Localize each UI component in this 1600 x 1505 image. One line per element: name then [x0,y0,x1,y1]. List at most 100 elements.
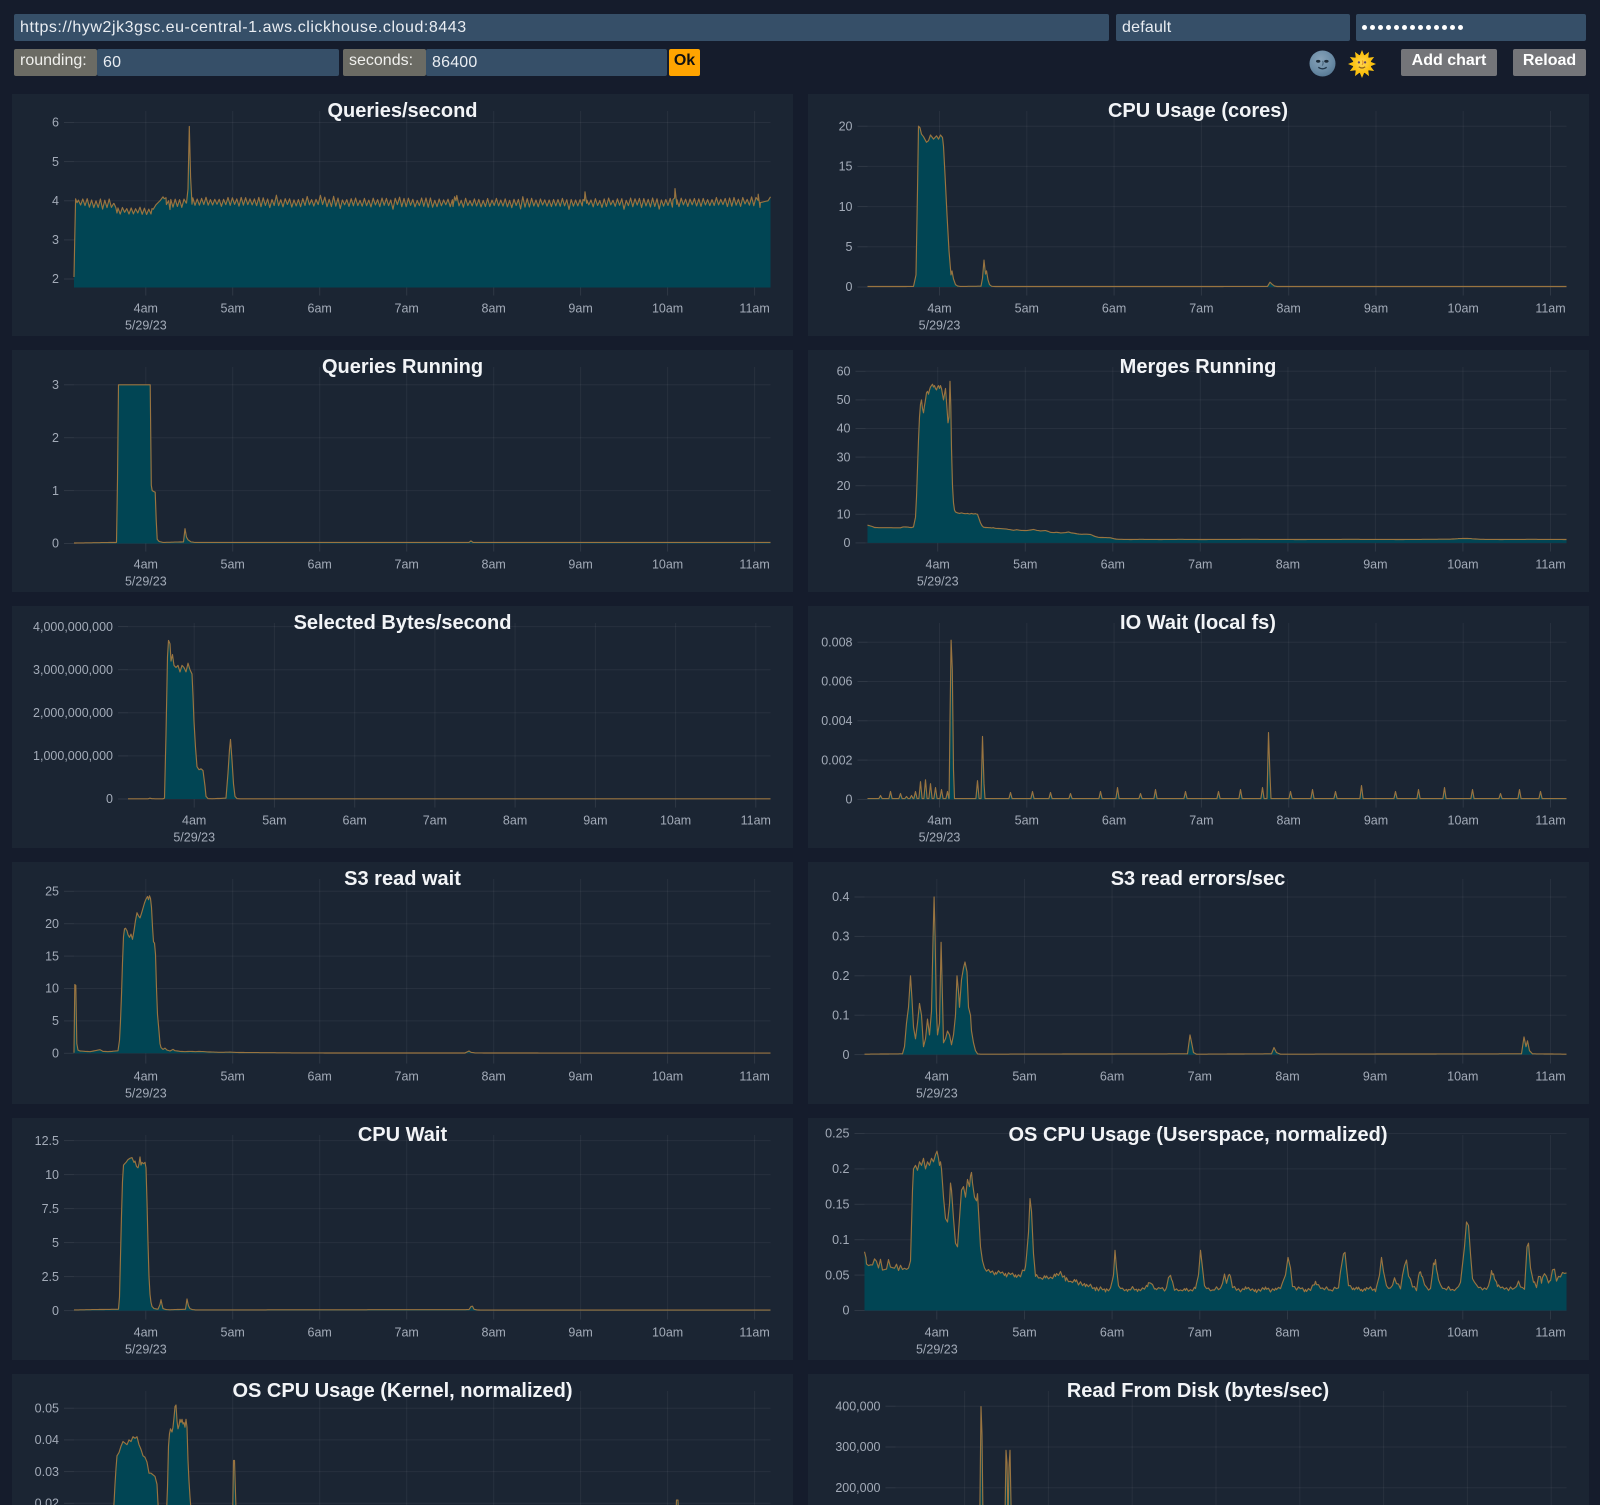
svg-text:5: 5 [845,240,852,254]
svg-text:7am: 7am [1189,302,1213,316]
svg-text:2: 2 [52,431,59,445]
svg-text:4am: 4am [924,1326,948,1340]
svg-text:10am: 10am [1447,558,1478,572]
svg-text:10am: 10am [652,1070,683,1084]
svg-text:4am: 4am [927,814,951,828]
svg-text:0.2: 0.2 [832,1162,849,1176]
svg-text:5am: 5am [1013,558,1037,572]
svg-text:11am: 11am [739,302,769,316]
svg-text:0.1: 0.1 [832,1008,849,1022]
svg-text:0.4: 0.4 [832,890,849,904]
svg-text:7am: 7am [1187,1326,1211,1340]
svg-text:5/29/23: 5/29/23 [916,575,958,589]
svg-text:0: 0 [845,280,852,294]
svg-text:15: 15 [838,160,852,174]
svg-text:5: 5 [52,1014,59,1028]
svg-text:40: 40 [836,422,850,436]
svg-text:5/29/23: 5/29/23 [125,1343,167,1357]
svg-text:3,000,000,000: 3,000,000,000 [33,663,113,677]
svg-text:0.25: 0.25 [825,1127,849,1141]
svg-text:30: 30 [836,450,850,464]
svg-text:0: 0 [52,1047,59,1061]
svg-text:10am: 10am [1447,814,1478,828]
svg-text:0.03: 0.03 [35,1465,59,1479]
svg-text:0.002: 0.002 [821,753,852,767]
svg-text:7am: 7am [395,302,419,316]
svg-text:8am: 8am [503,814,527,828]
svg-text:6am: 6am [1100,558,1124,572]
svg-text:11am: 11am [741,814,771,828]
svg-text:0.1: 0.1 [832,1233,849,1247]
svg-text:4am: 4am [134,302,158,316]
svg-text:7am: 7am [395,558,419,572]
svg-text:9am: 9am [1362,1070,1386,1084]
svg-text:10: 10 [838,200,852,214]
svg-text:6am: 6am [1099,1070,1123,1084]
svg-text:10am: 10am [1447,1326,1478,1340]
svg-text:1,000,000,000: 1,000,000,000 [33,749,113,763]
svg-text:4am: 4am [927,302,951,316]
svg-text:5am: 5am [221,1070,245,1084]
svg-text:10: 10 [45,982,59,996]
svg-text:6am: 6am [1099,1326,1123,1340]
svg-text:7am: 7am [423,814,447,828]
svg-text:8am: 8am [1276,814,1300,828]
svg-text:5: 5 [52,1236,59,1250]
svg-text:4am: 4am [134,558,158,572]
svg-text:11am: 11am [739,558,769,572]
svg-text:10: 10 [45,1168,59,1182]
svg-text:20: 20 [836,479,850,493]
svg-text:5am: 5am [262,814,286,828]
svg-text:6am: 6am [308,1070,332,1084]
svg-text:8am: 8am [1275,558,1299,572]
svg-text:0.008: 0.008 [821,635,852,649]
svg-text:1: 1 [52,484,59,498]
svg-text:5am: 5am [221,1326,245,1340]
svg-text:8am: 8am [1275,1326,1299,1340]
svg-text:4am: 4am [134,1070,158,1084]
svg-text:10: 10 [836,508,850,522]
svg-text:0.3: 0.3 [832,930,849,944]
svg-text:0: 0 [843,536,850,550]
svg-text:5am: 5am [1014,302,1038,316]
svg-text:4am: 4am [134,1326,158,1340]
svg-text:20: 20 [45,917,59,931]
svg-text:6am: 6am [1101,302,1125,316]
svg-text:11am: 11am [739,1326,769,1340]
svg-text:8am: 8am [1276,302,1300,316]
svg-text:9am: 9am [568,558,592,572]
svg-text:50: 50 [836,393,850,407]
svg-text:9am: 9am [568,1070,592,1084]
svg-text:5/29/23: 5/29/23 [915,1087,957,1101]
svg-text:11am: 11am [1535,558,1565,572]
svg-text:6am: 6am [308,1326,332,1340]
svg-text:300,000: 300,000 [835,1440,880,1454]
svg-text:4am: 4am [924,1070,948,1084]
svg-text:20: 20 [838,119,852,133]
svg-text:9am: 9am [1363,558,1387,572]
svg-text:8am: 8am [482,1070,506,1084]
svg-text:200,000: 200,000 [835,1481,880,1495]
svg-text:2,000,000,000: 2,000,000,000 [33,706,113,720]
svg-text:4: 4 [52,194,59,208]
svg-text:5am: 5am [1012,1326,1036,1340]
svg-text:0: 0 [842,1048,849,1062]
svg-text:5am: 5am [221,558,245,572]
svg-text:0.15: 0.15 [825,1198,849,1212]
svg-text:6am: 6am [308,558,332,572]
svg-text:5/29/23: 5/29/23 [915,1343,957,1357]
svg-text:5/29/23: 5/29/23 [173,831,215,845]
svg-text:0.006: 0.006 [821,675,852,689]
svg-text:5/29/23: 5/29/23 [918,319,960,333]
svg-text:7.5: 7.5 [42,1202,59,1216]
svg-text:5/29/23: 5/29/23 [918,831,960,845]
svg-text:0: 0 [842,1304,849,1318]
svg-text:3: 3 [52,233,59,247]
svg-text:6am: 6am [308,302,332,316]
svg-text:8am: 8am [482,558,506,572]
svg-text:5/29/23: 5/29/23 [125,1087,167,1101]
svg-text:9am: 9am [1363,302,1387,316]
svg-text:5/29/23: 5/29/23 [125,319,167,333]
svg-text:10am: 10am [1447,1070,1478,1084]
svg-text:6am: 6am [343,814,367,828]
